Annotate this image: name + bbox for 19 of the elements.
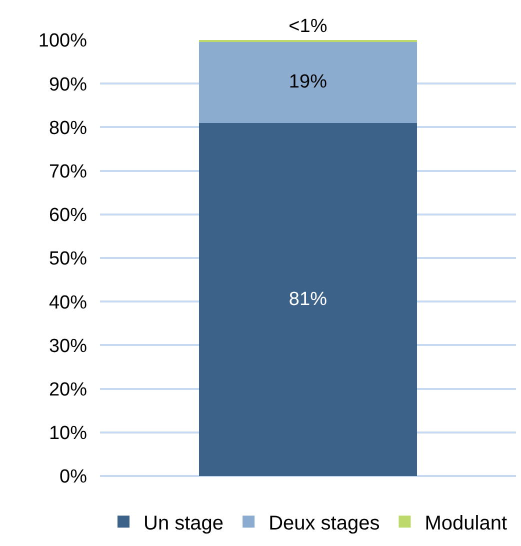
bar xyxy=(199,41,417,123)
y-tick-label: 60% xyxy=(48,205,88,226)
legend-label: Un stage xyxy=(144,512,224,534)
legend-label: Deux stages xyxy=(268,512,380,534)
y-tick-label: 10% xyxy=(48,423,88,444)
legend-label: Modulant xyxy=(424,512,508,534)
y-tick-label: 40% xyxy=(48,292,88,314)
y-tick-label: 30% xyxy=(48,336,88,357)
y-tick-label: 20% xyxy=(48,379,88,400)
y-tick-label: 70% xyxy=(48,161,88,182)
y-tick-label: 0% xyxy=(60,466,88,488)
y-tick-label: 100% xyxy=(38,30,88,52)
y-tick-label: 90% xyxy=(48,74,88,96)
y-tick-label: 80% xyxy=(48,118,88,139)
data-label: 19% xyxy=(288,72,328,93)
bar xyxy=(199,122,417,476)
data-label: 81% xyxy=(288,288,328,310)
data-label: <1% xyxy=(288,16,328,37)
y-tick-label: 50% xyxy=(48,248,88,270)
